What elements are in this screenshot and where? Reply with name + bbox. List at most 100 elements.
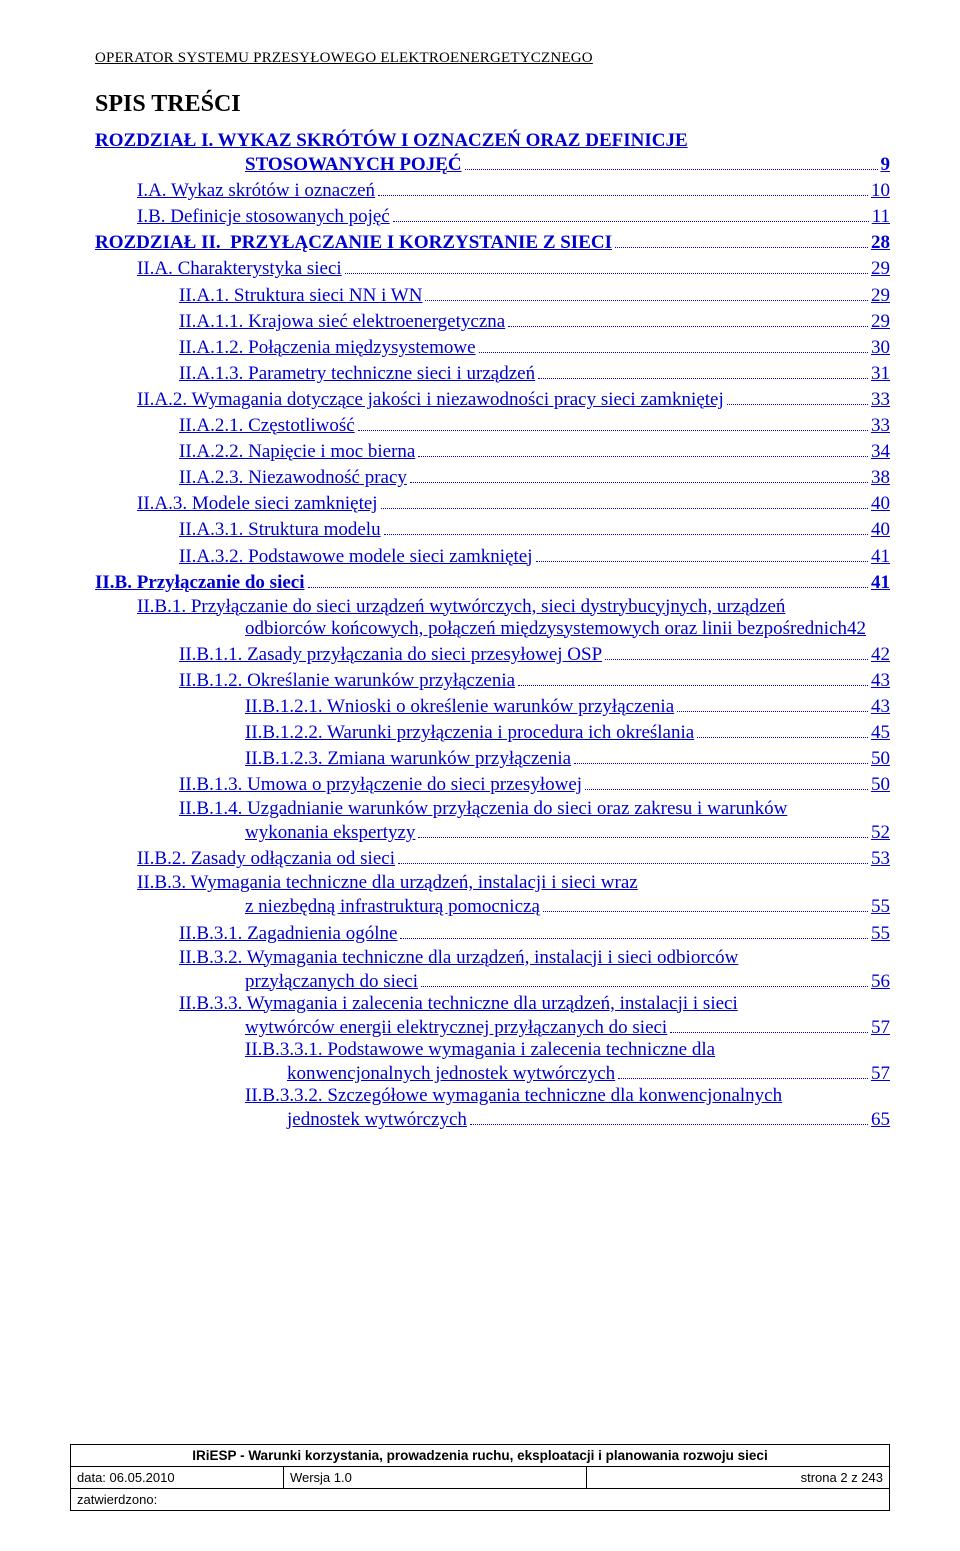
toc-page[interactable]: 33 xyxy=(871,389,890,411)
toc-link[interactable]: II.A.1. Struktura sieci NN i WN xyxy=(179,285,422,307)
toc-link[interactable]: II.B.3.1. Zagadnienia ogólne xyxy=(179,923,397,945)
toc-page[interactable]: 33 xyxy=(871,415,890,437)
toc-leader xyxy=(574,746,868,764)
toc-link[interactable]: przyłączanych do sieci xyxy=(245,971,418,993)
toc-link[interactable]: II.B.2. Zasady odłączania od sieci xyxy=(137,848,395,870)
toc-link[interactable]: ROZDZIAŁ II. PRZYŁĄCZANIE I KORZYSTANIE … xyxy=(95,232,612,254)
toc-link[interactable]: II.B.1.4. Uzgadnianie warunków przyłącze… xyxy=(179,798,890,820)
toc-leader xyxy=(418,439,868,457)
toc-link[interactable]: II.A.2. Wymagania dotyczące jakości i ni… xyxy=(137,389,724,411)
toc-link[interactable]: II.B.1. Przyłączanie do sieci urządzeń w… xyxy=(137,596,890,618)
toc-link[interactable]: jednostek wytwórczych xyxy=(287,1109,467,1131)
footer-table: IRiESP - Warunki korzystania, prowadzeni… xyxy=(70,1444,890,1511)
toc-leader xyxy=(536,543,868,561)
toc-page[interactable]: 40 xyxy=(871,519,890,541)
toc-entry: I.A. Wykaz skrótów i oznaczeń 10 xyxy=(95,178,890,202)
toc-link[interactable]: II.A.1.3. Parametry techniczne sieci i u… xyxy=(179,363,535,385)
toc-link[interactable]: II.A.3.2. Podstawowe modele sieci zamkni… xyxy=(179,546,533,568)
toc-page[interactable]: 57 xyxy=(871,1063,890,1085)
toc-page[interactable]: 29 xyxy=(871,258,890,280)
toc-leader xyxy=(615,230,868,248)
toc-page[interactable]: 55 xyxy=(871,896,890,918)
toc-link[interactable]: II.A. Charakterystyka sieci xyxy=(137,258,342,280)
toc-page[interactable]: 29 xyxy=(871,311,890,333)
toc-link[interactable]: konwencjonalnych jednostek wytwórczych xyxy=(287,1063,615,1085)
toc-link[interactable]: wykonania ekspertyzy xyxy=(245,822,415,844)
toc-link[interactable]: z niezbędną infrastrukturą pomocniczą xyxy=(245,896,540,918)
footer-approved: zatwierdzono: xyxy=(71,1489,890,1511)
toc-link[interactable]: II.A.1.1. Krajowa sieć elektroenergetycz… xyxy=(179,311,505,333)
toc-link[interactable]: I.B. Definicje stosowanych pojęć xyxy=(137,206,390,228)
toc-leader xyxy=(618,1061,868,1079)
toc-page[interactable]: 45 xyxy=(871,722,890,744)
toc-entry: ROZDZIAŁ II. PRZYŁĄCZANIE I KORZYSTANIE … xyxy=(95,230,890,254)
toc-page[interactable]: 42 xyxy=(847,618,866,640)
toc-page[interactable]: 41 xyxy=(871,572,890,594)
toc-link[interactable]: odbiorców końcowych, połączeń międzysyst… xyxy=(245,618,847,640)
toc-link[interactable]: II.B.3.3.2. Szczegółowe wymagania techni… xyxy=(245,1085,890,1107)
toc-link[interactable]: wytwórców energii elektrycznej przyłącza… xyxy=(245,1017,667,1039)
toc-entry: II.A.3.2. Podstawowe modele sieci zamkni… xyxy=(95,543,890,567)
toc-link[interactable]: II.B.3. Wymagania techniczne dla urządze… xyxy=(137,872,890,894)
toc-leader xyxy=(358,413,868,431)
toc-link[interactable]: II.B.1.2.2. Warunki przyłączenia i proce… xyxy=(245,722,694,744)
toc-leader xyxy=(384,517,868,535)
toc-leader xyxy=(697,720,868,738)
footer-title: IRiESP - Warunki korzystania, prowadzeni… xyxy=(71,1445,890,1467)
toc-page[interactable]: 28 xyxy=(871,232,890,254)
toc-page[interactable]: 11 xyxy=(872,206,890,228)
toc-leader xyxy=(345,256,868,274)
toc-entry: II.A.1.3. Parametry techniczne sieci i u… xyxy=(95,361,890,385)
toc-link[interactable]: STOSOWANYCH POJĘĆ xyxy=(245,154,462,176)
toc-link[interactable]: II.A.2.3. Niezawodność pracy xyxy=(179,467,407,489)
toc-link[interactable]: II.A.1.2. Połączenia międzysystemowe xyxy=(179,337,476,359)
toc-page[interactable]: 50 xyxy=(871,774,890,796)
toc-link[interactable]: I.A. Wykaz skrótów i oznaczeń xyxy=(137,180,375,202)
toc-page[interactable]: 31 xyxy=(871,363,890,385)
toc-page[interactable]: 43 xyxy=(871,696,890,718)
toc-page[interactable]: 42 xyxy=(871,644,890,666)
header-text: OPERATOR SYSTEMU PRZESYŁOWEGO ELEKTROENE… xyxy=(95,50,890,67)
toc-page[interactable]: 55 xyxy=(871,923,890,945)
toc-link[interactable]: II.A.3. Modele sieci zamkniętej xyxy=(137,493,378,515)
toc-link[interactable]: II.B.1.2.3. Zmiana warunków przyłączenia xyxy=(245,748,571,770)
toc-link[interactable]: II.A.2.1. Częstotliwość xyxy=(179,415,355,437)
toc-entry: I.B. Definicje stosowanych pojęć 11 xyxy=(95,204,890,228)
toc-link[interactable]: II.B.3.2. Wymagania techniczne dla urząd… xyxy=(179,947,890,969)
toc-page[interactable]: 56 xyxy=(871,971,890,993)
toc-entry: II.B.1.1. Zasady przyłączania do sieci p… xyxy=(95,642,890,666)
toc-leader xyxy=(308,570,869,588)
toc-page[interactable]: 30 xyxy=(871,337,890,359)
toc-page[interactable]: 29 xyxy=(871,285,890,307)
toc-page[interactable]: 65 xyxy=(871,1109,890,1131)
toc-link[interactable]: II.B.1.1. Zasady przyłączania do sieci p… xyxy=(179,644,602,666)
toc-link[interactable]: II.B.1.2.1. Wnioski o określenie warunkó… xyxy=(245,696,674,718)
toc-page[interactable]: 38 xyxy=(871,467,890,489)
toc-leader xyxy=(381,491,868,509)
toc-link[interactable]: ROZDZIAŁ I. WYKAZ SKRÓTÓW I OZNACZEŃ ORA… xyxy=(95,130,890,152)
toc-page[interactable]: 53 xyxy=(871,848,890,870)
toc-page[interactable]: 9 xyxy=(881,154,891,176)
toc-page[interactable]: 43 xyxy=(871,670,890,692)
toc-link[interactable]: II.A.2.2. Napięcie i moc bierna xyxy=(179,441,415,463)
toc-link[interactable]: II.B.1.3. Umowa o przyłączenie do sieci … xyxy=(179,774,582,796)
toc-entry: ROZDZIAŁ I. WYKAZ SKRÓTÓW I OZNACZEŃ ORA… xyxy=(95,130,890,176)
toc-page[interactable]: 52 xyxy=(871,822,890,844)
toc-leader xyxy=(418,820,868,838)
toc-page[interactable]: 40 xyxy=(871,493,890,515)
toc-page[interactable]: 41 xyxy=(871,546,890,568)
toc-page[interactable]: 57 xyxy=(871,1017,890,1039)
toc-link[interactable]: II.B.3.3.1. Podstawowe wymagania i zalec… xyxy=(245,1039,890,1061)
toc-page[interactable]: 10 xyxy=(871,180,890,202)
toc-entry: II.B.1.2.3. Zmiana warunków przyłączenia… xyxy=(95,746,890,770)
toc-leader xyxy=(508,309,868,327)
toc-leader xyxy=(425,282,868,300)
toc-page[interactable]: 34 xyxy=(871,441,890,463)
toc-entry: II.B.2. Zasady odłączania od sieci 53 xyxy=(95,846,890,870)
toc-page[interactable]: 50 xyxy=(871,748,890,770)
toc-link[interactable]: II.B.3.3. Wymagania i zalecenia technicz… xyxy=(179,993,890,1015)
toc-link[interactable]: II.B. Przyłączanie do sieci xyxy=(95,572,305,594)
toc-link[interactable]: II.B.1.2. Określanie warunków przyłączen… xyxy=(179,670,515,692)
toc-link[interactable]: II.A.3.1. Struktura modelu xyxy=(179,519,381,541)
toc-entry: II.B.1.2.1. Wnioski o określenie warunkó… xyxy=(95,694,890,718)
